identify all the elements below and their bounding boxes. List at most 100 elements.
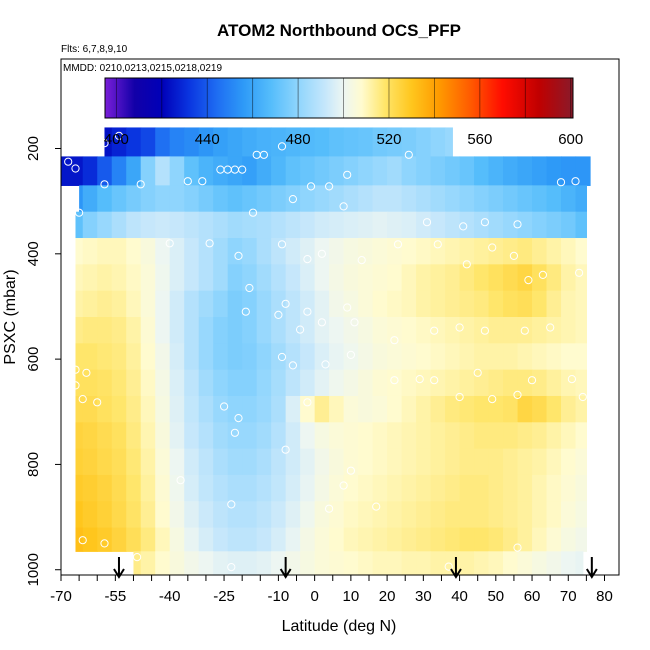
heatmap-cell: [169, 185, 185, 213]
heatmap-cell: [488, 185, 504, 213]
heatmap-cell: [387, 369, 403, 397]
sample-point: [89, 145, 98, 154]
heatmap-cell: [82, 474, 98, 502]
heatmap-cell: [401, 290, 417, 318]
heatmap-cell: [300, 474, 316, 502]
heatmap-cell: [126, 448, 142, 476]
heatmap-cell: [300, 127, 316, 158]
colorbar-tick-label: 480: [286, 131, 311, 148]
heatmap-cell: [169, 264, 185, 292]
heatmap-cell: [256, 185, 272, 213]
heatmap-cell: [546, 211, 562, 239]
heatmap-cells: [61, 127, 591, 576]
sample-point: [473, 368, 482, 377]
heatmap-cell: [358, 211, 374, 239]
heatmap-cell: [488, 343, 504, 371]
sample-point: [245, 283, 254, 293]
heatmap-cell: [459, 527, 475, 552]
heatmap-cell: [401, 551, 417, 576]
heatmap-cell: [227, 264, 243, 292]
flight-arrow: [279, 557, 292, 579]
heatmap-cell: [532, 185, 548, 213]
heatmap-cell: [329, 369, 345, 397]
heatmap-cell: [213, 317, 229, 344]
heatmap-cell: [184, 264, 200, 292]
sample-point: [205, 239, 214, 248]
heatmap-cell: [75, 422, 84, 450]
sample-point: [350, 318, 359, 327]
heatmap-cell: [416, 127, 432, 158]
heatmap-cell: [242, 448, 258, 476]
heatmap-cell: [372, 551, 388, 576]
heatmap-cell: [140, 290, 156, 318]
colorbar-tick-label: 560: [467, 131, 492, 148]
heatmap-cell: [474, 185, 490, 213]
heatmap-cell: [372, 501, 388, 529]
y-tick-label: 400: [25, 241, 42, 266]
heatmap-cell: [372, 185, 388, 213]
heatmap-cell: [401, 264, 417, 292]
sample-point: [343, 303, 352, 312]
heatmap-cell: [358, 317, 374, 344]
heatmap-cell: [459, 551, 475, 576]
heatmap-cell: [97, 317, 113, 344]
heatmap-cell: [198, 264, 214, 292]
heatmap-cell: [503, 448, 519, 476]
heatmap-cell: [242, 127, 258, 158]
heatmap-cell: [256, 317, 272, 344]
y-tick-label: 200: [25, 136, 42, 161]
heatmap-cell: [111, 474, 127, 502]
heatmap-cell: [503, 369, 519, 397]
heatmap-cell: [155, 238, 171, 265]
heatmap-cell: [401, 211, 417, 239]
sample-point: [430, 376, 439, 385]
heatmap-cell: [358, 474, 374, 502]
heatmap-cell: [445, 474, 461, 502]
heatmap-cell: [575, 527, 587, 552]
heatmap-cell: [503, 501, 519, 529]
x-tick-label: 50: [487, 588, 504, 605]
heatmap-cell: [358, 551, 374, 576]
heatmap-cell: [82, 238, 98, 265]
heatmap-cell: [387, 448, 403, 476]
sample-point: [183, 177, 192, 186]
heatmap-cell: [227, 369, 243, 397]
heatmap-cell: [387, 343, 403, 371]
heatmap-cell: [314, 185, 330, 213]
sample-point: [71, 381, 80, 390]
heatmap-cell: [343, 264, 359, 292]
heatmap-cell: [401, 185, 417, 213]
heatmap-cell: [575, 211, 587, 239]
sample-point: [136, 180, 145, 189]
heatmap-cell: [169, 238, 185, 265]
sample-point: [317, 249, 326, 258]
heatmap-cell: [285, 264, 301, 292]
heatmap-cell: [82, 211, 98, 239]
heatmap-cell: [387, 211, 403, 239]
heatmap-cell: [111, 527, 127, 552]
sample-point: [296, 325, 305, 334]
heatmap-cell: [300, 317, 316, 344]
heatmap-cell: [517, 448, 533, 476]
heatmap-cell: [387, 395, 403, 423]
sample-point: [303, 398, 312, 407]
heatmap-cell: [329, 343, 345, 371]
heatmap-cell: [97, 156, 113, 186]
heatmap-cell: [372, 527, 388, 552]
heatmap-cell: [227, 474, 243, 502]
heatmap-cell: [242, 317, 258, 344]
heatmap-cell: [184, 238, 200, 265]
heatmap-cell: [82, 422, 98, 450]
x-tick-label: 0: [310, 588, 318, 605]
sample-point: [480, 218, 489, 227]
sample-point: [176, 476, 185, 485]
sample-point: [422, 218, 432, 227]
heatmap-cell: [155, 395, 171, 423]
heatmap-cell: [227, 448, 243, 476]
heatmap-cell: [561, 551, 577, 576]
heatmap-cell: [97, 474, 113, 502]
sample-point: [71, 365, 80, 374]
heatmap-cell: [227, 290, 243, 318]
heatmap-cell: [430, 290, 446, 318]
heatmap-cell: [300, 422, 316, 450]
